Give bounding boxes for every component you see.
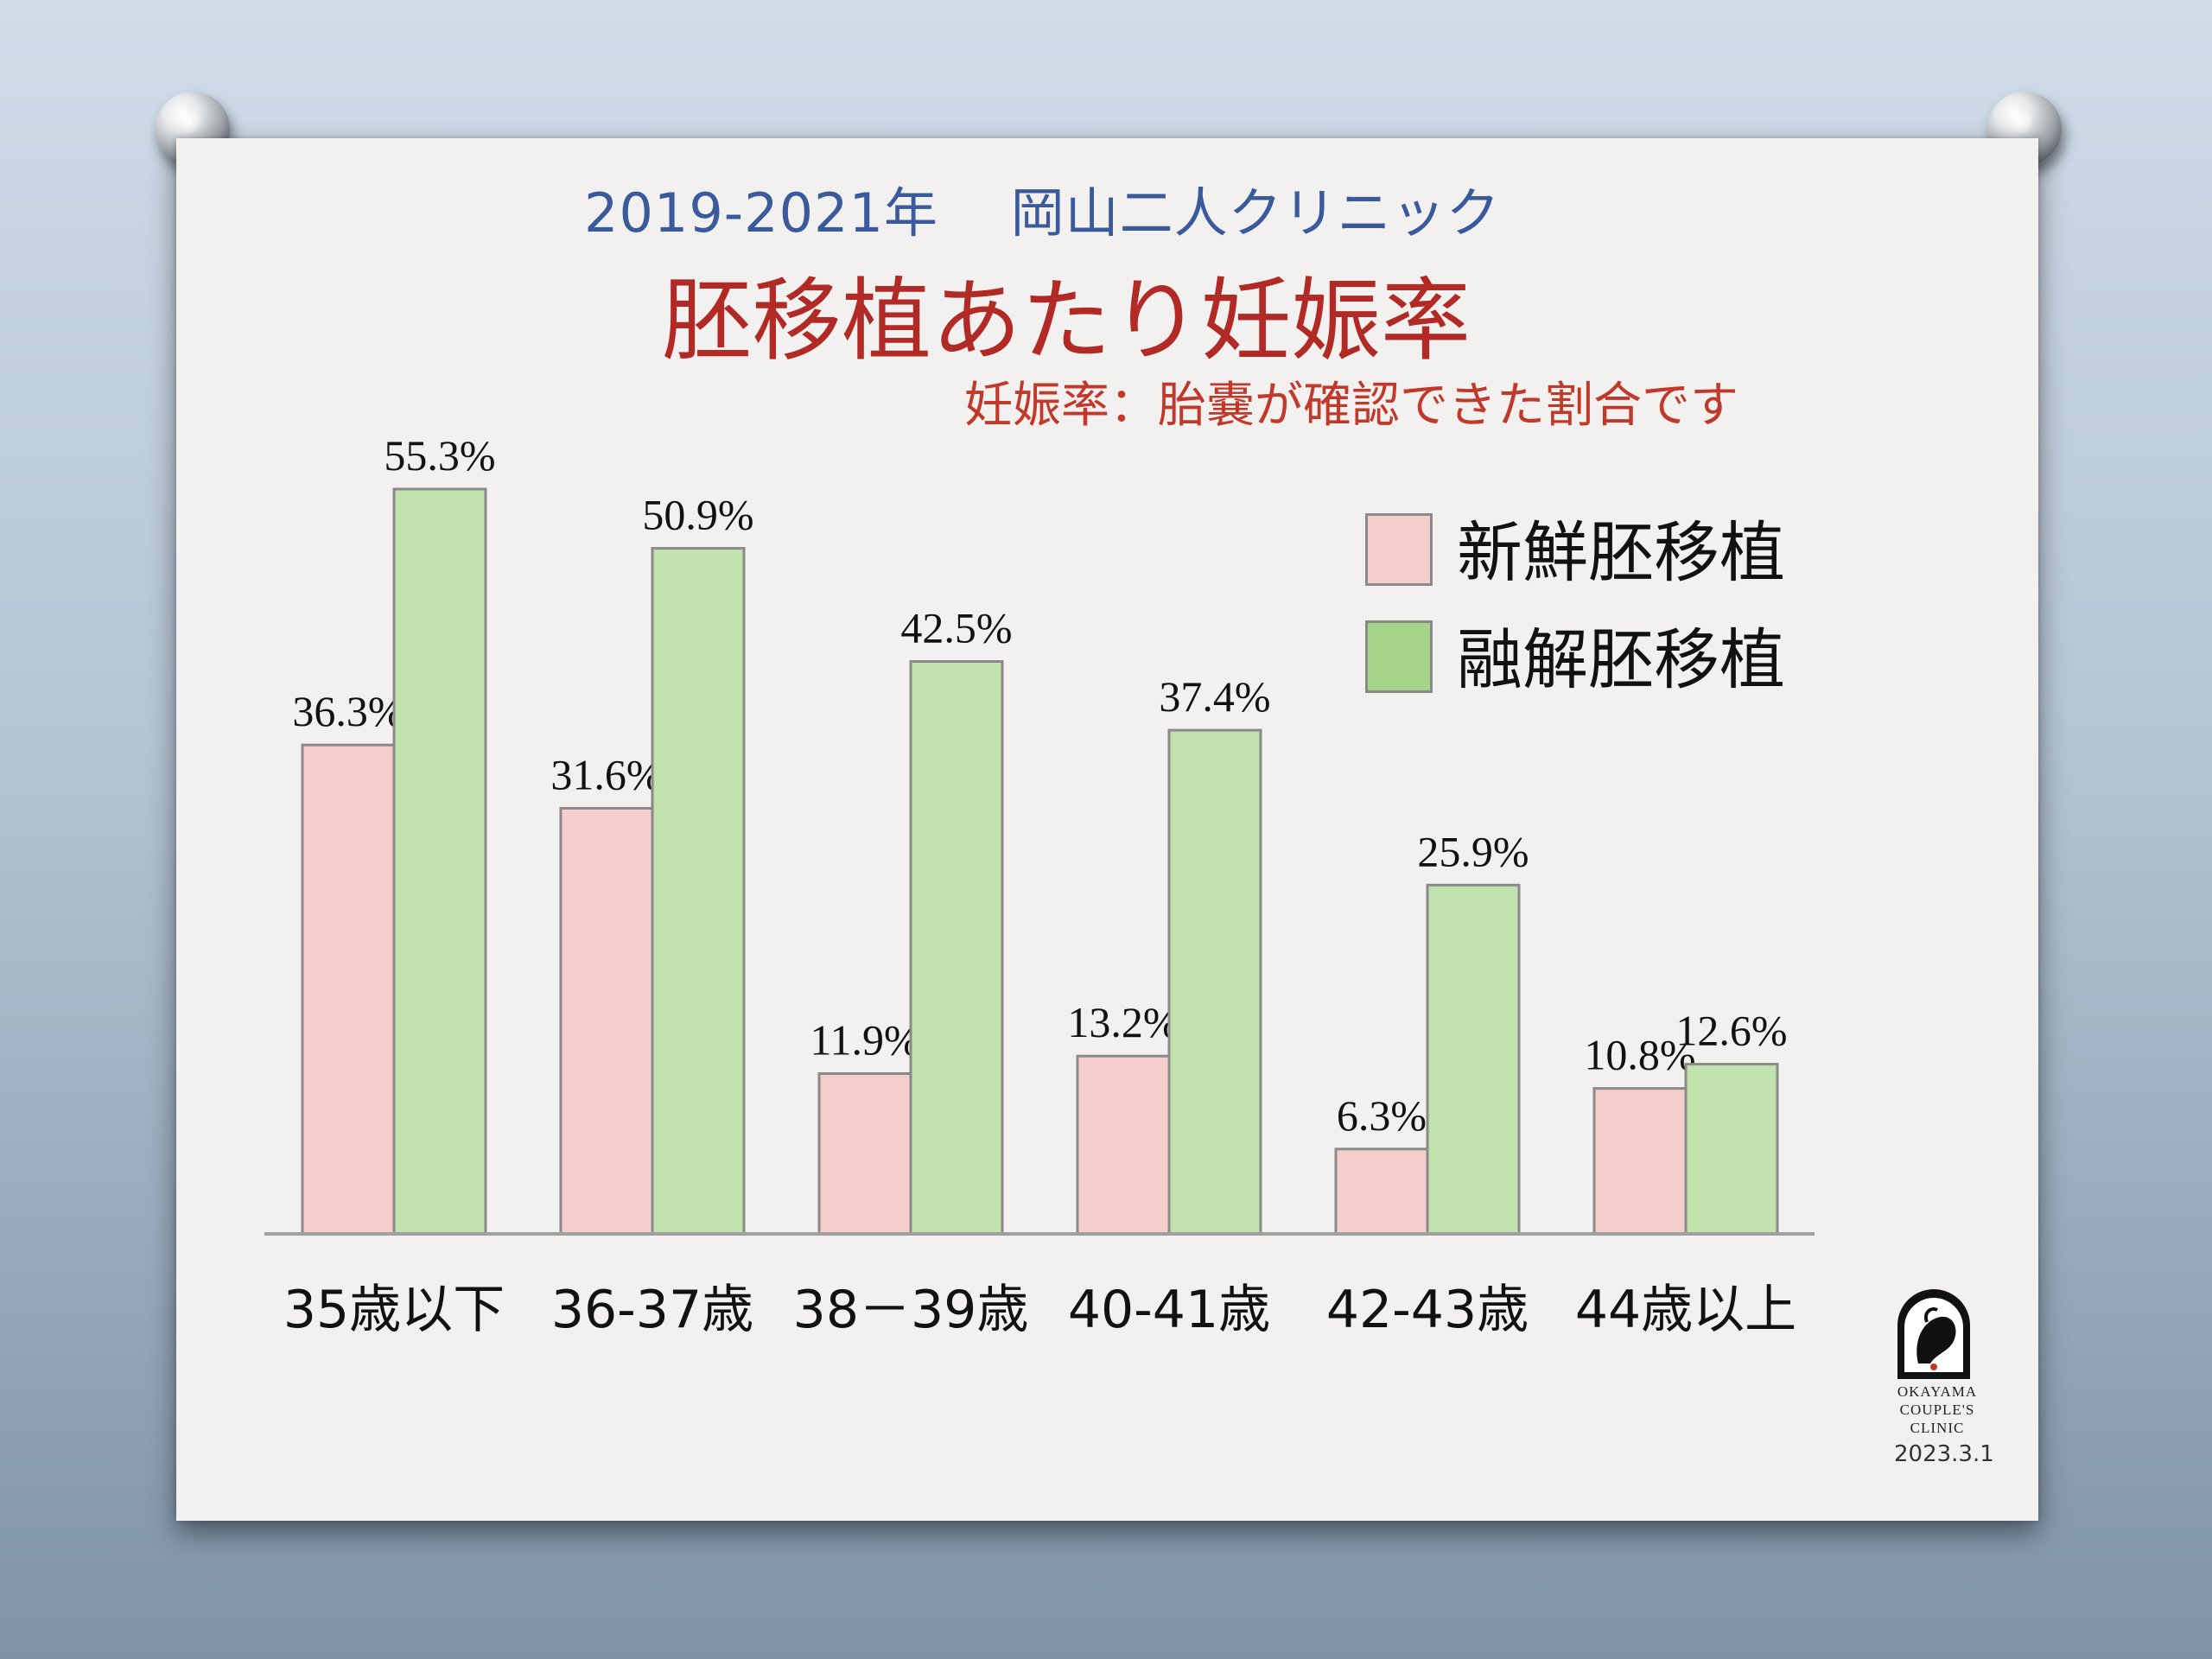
- x-tick-label: 35歳以下: [283, 1280, 505, 1340]
- slide-header-year-clinic: 2019-2021年 岡山二人クリニック: [584, 181, 1501, 245]
- clinic-logo: [1897, 1289, 1970, 1379]
- bar-frozen: [1167, 728, 1262, 1236]
- bar-fresh: [1076, 1054, 1171, 1236]
- bar-fresh: [301, 743, 396, 1236]
- data-label-fresh: 13.2%: [1067, 998, 1179, 1046]
- data-label-fresh: 11.9%: [810, 1016, 919, 1065]
- bar-fresh: [559, 806, 654, 1236]
- data-label-frozen: 42.5%: [900, 604, 1012, 652]
- x-tick-label: 36-37歳: [551, 1280, 753, 1340]
- bar-fresh: [1592, 1087, 1688, 1236]
- legend-label-fresh: 新鮮胚移植: [1457, 514, 1785, 591]
- slide-title: 胚移植あたり妊娠率: [662, 268, 1471, 373]
- legend-swatch-fresh: [1365, 513, 1433, 586]
- data-label-fresh: 36.3%: [292, 687, 404, 735]
- bar-frozen: [651, 547, 746, 1236]
- data-label-frozen: 37.4%: [1159, 672, 1270, 721]
- bar-frozen: [1684, 1063, 1779, 1236]
- x-tick-label: 44歳以上: [1575, 1280, 1796, 1340]
- bar-fresh: [1334, 1147, 1429, 1236]
- data-label-frozen: 55.3%: [384, 431, 495, 480]
- x-tick-label: 42-43歳: [1326, 1280, 1529, 1340]
- legend-swatch-frozen: [1365, 620, 1433, 693]
- bar-fresh: [817, 1072, 912, 1236]
- bar-frozen: [392, 487, 487, 1236]
- data-label-fresh: 31.6%: [550, 750, 662, 798]
- slide-subtitle: 妊娠率：胎嚢が確認できた割合です: [964, 378, 1738, 434]
- bar-frozen: [1426, 883, 1521, 1236]
- data-label-frozen: 12.6%: [1675, 1007, 1787, 1055]
- x-tick-label: 38－39歳: [793, 1280, 1029, 1340]
- data-label-fresh: 6.3%: [1337, 1091, 1427, 1140]
- slide-date: 2023.3.1: [1894, 1441, 1994, 1467]
- x-tick-label: 40-41歳: [1068, 1280, 1270, 1340]
- data-label-frozen: 25.9%: [1417, 827, 1529, 875]
- data-label-fresh: 10.8%: [1584, 1031, 1695, 1079]
- data-label-frozen: 50.9%: [642, 491, 753, 539]
- legend-label-frozen: 融解胚移植: [1457, 621, 1785, 698]
- clinic-logo-text: OKAYAMA COUPLE'S CLINIC: [1897, 1383, 1978, 1436]
- bar-frozen: [909, 660, 1004, 1236]
